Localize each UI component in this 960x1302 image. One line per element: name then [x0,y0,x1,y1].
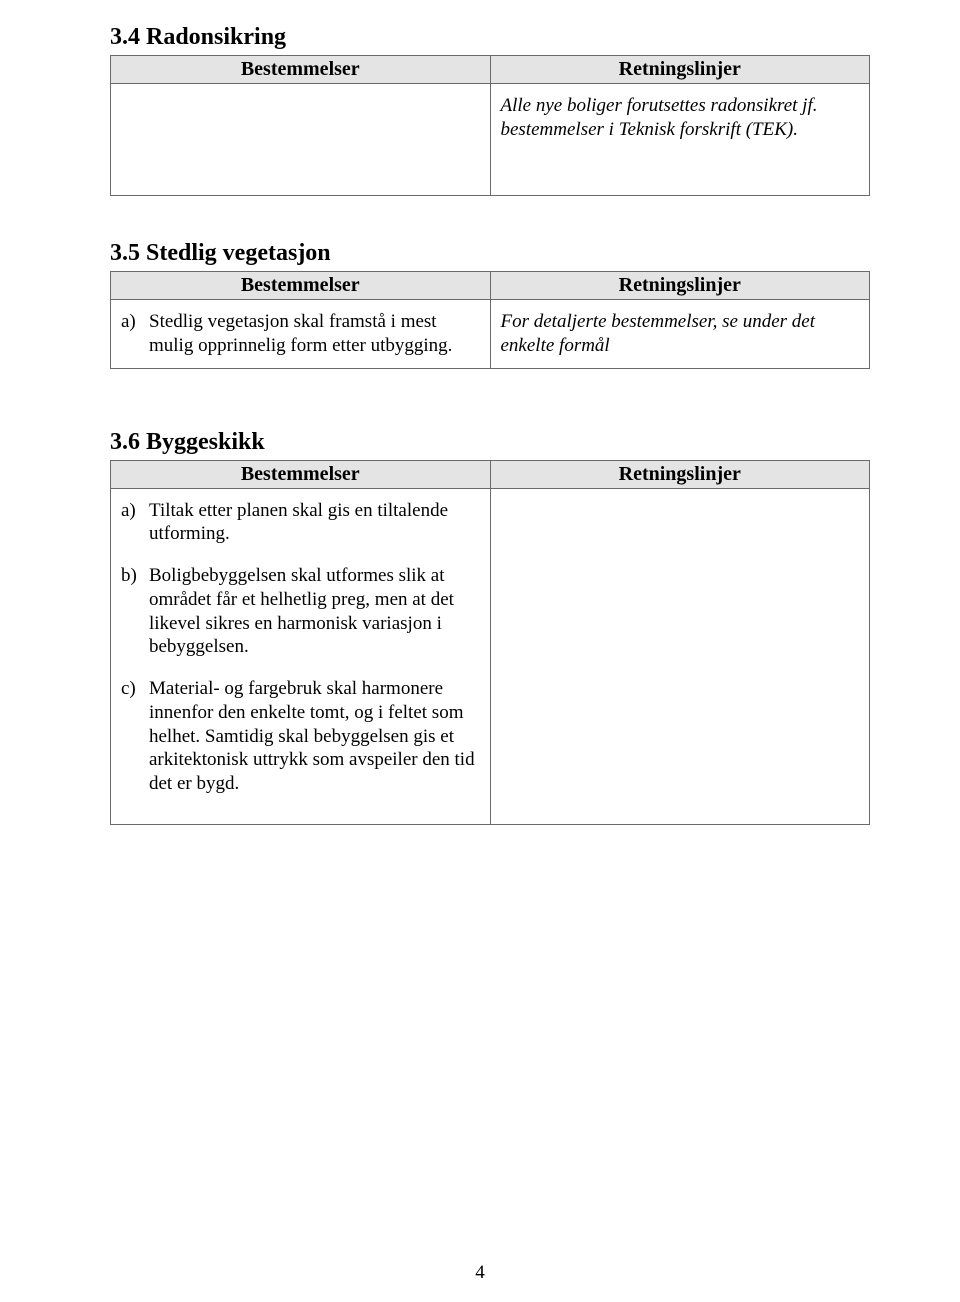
table-3-6-cell-left: a) Tiltak etter planen skal gis en tilta… [111,488,491,824]
list-item-marker: b) [121,564,149,588]
list-item: a) Tiltak etter planen skal gis en tilta… [121,499,480,547]
table-3-6-cell-right [490,488,870,824]
list-item-text: Material- og fargebruk skal harmonere in… [149,677,480,796]
table-3-6: Bestemmelser Retningslinjer a) Tiltak et… [110,460,870,825]
list-item-text: Boligbebyggelsen skal utformes slik at o… [149,564,480,659]
table-3-5-cell-right: For detaljerte bestemmelser, se under de… [490,300,870,369]
list-item-marker: a) [121,310,149,334]
table-3-4-row: Alle nye boliger forutsettes radonsikret… [111,84,870,196]
table-3-5-row: a) Stedlig vegetasjon skal framstå i mes… [111,300,870,369]
list-item-marker: c) [121,677,149,701]
list-item: a) Stedlig vegetasjon skal framstå i mes… [121,310,480,358]
list-item-marker: a) [121,499,149,523]
table-3-5: Bestemmelser Retningslinjer a) Stedlig v… [110,271,870,369]
list-3-6: a) Tiltak etter planen skal gis en tilta… [121,499,480,796]
list-item: b) Boligbebyggelsen skal utformes slik a… [121,564,480,659]
section-3-5: 3.5 Stedlig vegetasjon Bestemmelser Retn… [110,240,870,369]
table-3-6-row: a) Tiltak etter planen skal gis en tilta… [111,488,870,824]
table-3-6-header-left: Bestemmelser [111,460,491,488]
list-item: c) Material- og fargebruk skal harmonere… [121,677,480,796]
table-3-4-header-row: Bestemmelser Retningslinjer [111,56,870,84]
table-3-5-header-row: Bestemmelser Retningslinjer [111,272,870,300]
list-item-text: Stedlig vegetasjon skal framstå i mest m… [149,310,480,358]
page: 3.4 Radonsikring Bestemmelser Retningsli… [0,0,960,1302]
section-3-4: 3.4 Radonsikring Bestemmelser Retningsli… [110,24,870,196]
table-3-6-header-row: Bestemmelser Retningslinjer [111,460,870,488]
page-number: 4 [0,1262,960,1284]
heading-3-6: 3.6 Byggeskikk [110,429,870,456]
table-3-4-cell-right: Alle nye boliger forutsettes radonsikret… [490,84,870,196]
table-3-6-header-right: Retningslinjer [490,460,870,488]
heading-3-4: 3.4 Radonsikring [110,24,870,51]
list-item-text: Tiltak etter planen skal gis en tiltalen… [149,499,480,547]
table-3-4-cell-left [111,84,491,196]
table-3-4-header-right: Retningslinjer [490,56,870,84]
table-3-4-header-left: Bestemmelser [111,56,491,84]
list-3-5: a) Stedlig vegetasjon skal framstå i mes… [121,310,480,358]
heading-3-5: 3.5 Stedlig vegetasjon [110,240,870,267]
section-3-6: 3.6 Byggeskikk Bestemmelser Retningslinj… [110,429,870,825]
table-3-5-cell-left: a) Stedlig vegetasjon skal framstå i mes… [111,300,491,369]
table-3-5-header-left: Bestemmelser [111,272,491,300]
table-3-4: Bestemmelser Retningslinjer Alle nye bol… [110,55,870,196]
table-3-5-header-right: Retningslinjer [490,272,870,300]
